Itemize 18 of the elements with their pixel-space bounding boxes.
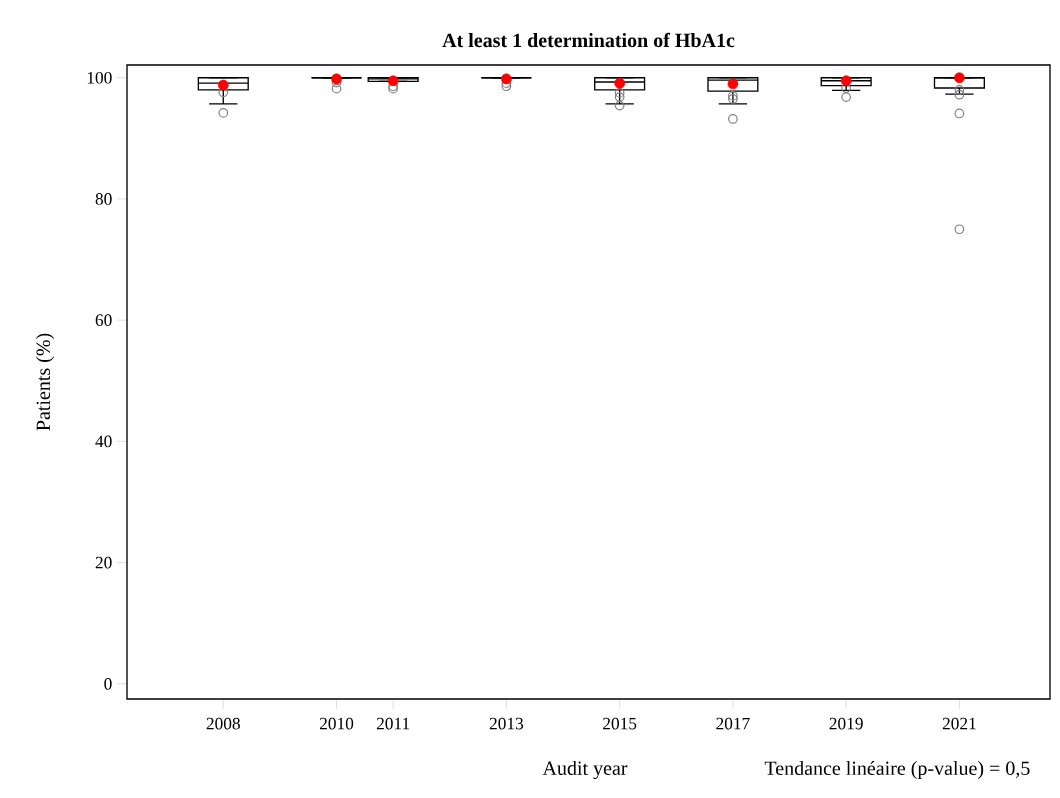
y-tick-label: 80: [95, 193, 112, 205]
x-tick-label: 2017: [716, 717, 750, 730]
x-tick-label: 2019: [829, 717, 863, 730]
x-tick-label: 2021: [942, 717, 976, 730]
x-axis-title: Audit year: [542, 760, 628, 780]
x-tick-label: 2013: [489, 717, 524, 730]
x-tick-label: 2011: [376, 717, 410, 730]
text: Tendance linéaire (p-value) = 0,5: [764, 760, 1030, 780]
y-tick-label: 100: [87, 71, 112, 84]
y-tick-label: 20: [95, 556, 112, 569]
y-tick-label: 0: [104, 678, 112, 690]
y-tick-label: 40: [95, 435, 112, 448]
chart-title: At least 1 determination of HbA1c: [442, 32, 735, 48]
x-tick-label: 2015: [603, 717, 637, 730]
y-axis-title: Patients (%): [35, 333, 55, 431]
y-tick-label: 60: [95, 314, 112, 327]
x-tick-label: 2010: [319, 717, 354, 730]
x-tick-label: 2008: [206, 717, 240, 730]
